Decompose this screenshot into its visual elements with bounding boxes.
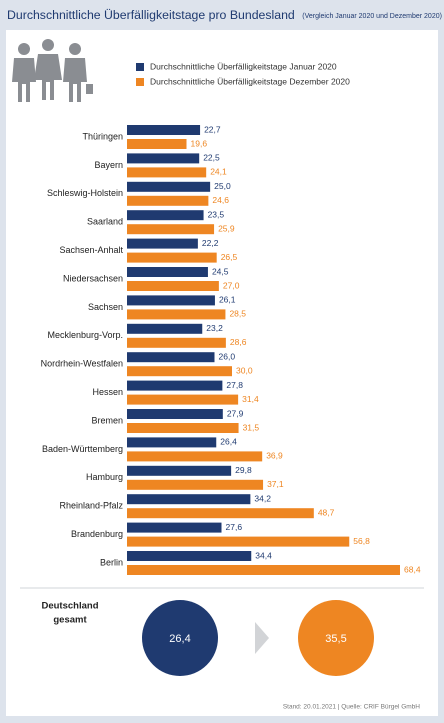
bar bbox=[127, 153, 200, 164]
value-label: 24,6 bbox=[212, 195, 229, 205]
arrow bbox=[255, 622, 269, 654]
value-label: 34,2 bbox=[254, 493, 271, 503]
value-label: 24,5 bbox=[212, 266, 229, 276]
bar bbox=[127, 167, 207, 178]
bar bbox=[127, 309, 226, 320]
bar bbox=[127, 380, 223, 391]
people-icon bbox=[12, 39, 93, 102]
value-label: 27,9 bbox=[227, 408, 244, 418]
bar bbox=[127, 252, 217, 263]
value-label: 31,4 bbox=[242, 394, 259, 404]
legend-swatch bbox=[136, 63, 144, 71]
value-label: 36,9 bbox=[266, 451, 283, 461]
category-label: Bayern bbox=[94, 160, 123, 170]
category-label: Nordrhein-Westfalen bbox=[41, 359, 123, 369]
bar bbox=[127, 125, 201, 135]
category-label: Bremen bbox=[91, 415, 123, 425]
bar bbox=[127, 267, 208, 277]
bar bbox=[127, 323, 203, 334]
value-label: 34,4 bbox=[255, 550, 272, 560]
legend-swatch bbox=[136, 78, 144, 86]
category-label: Mecklenburg-Vorp. bbox=[47, 330, 123, 340]
category-label: Baden-Württemberg bbox=[42, 444, 123, 454]
value-label: 26,1 bbox=[219, 295, 236, 305]
value-label: 29,8 bbox=[235, 465, 252, 475]
bar bbox=[127, 210, 204, 221]
legend-label: Durchschnittliche Überfälligkeitstage Ja… bbox=[150, 61, 337, 71]
bar bbox=[127, 394, 239, 405]
bar bbox=[127, 536, 350, 547]
bar bbox=[127, 238, 198, 249]
bar bbox=[127, 281, 219, 291]
value-label: 30,0 bbox=[236, 365, 253, 375]
value-label: 28,6 bbox=[230, 337, 247, 347]
value-label: 28,5 bbox=[229, 309, 246, 319]
category-label: Sachsen bbox=[88, 302, 123, 312]
value-label: 22,2 bbox=[202, 238, 219, 248]
value-label: 25,0 bbox=[214, 181, 231, 191]
bar bbox=[127, 451, 263, 462]
value-label: 27,0 bbox=[223, 280, 240, 290]
category-label: Rheinland-Pfalz bbox=[59, 501, 123, 511]
bar bbox=[127, 465, 232, 476]
bar bbox=[127, 494, 251, 505]
summary-label: gesamt bbox=[53, 615, 87, 626]
category-label: Brandenburg bbox=[71, 529, 123, 539]
category-label: Berlin bbox=[100, 557, 123, 567]
summary-circle bbox=[142, 600, 218, 676]
chart-title-line: Durchschnittliche Überfälligkeitstage pr… bbox=[7, 7, 442, 24]
bar bbox=[127, 366, 232, 377]
category-label: Thüringen bbox=[82, 131, 123, 141]
bar bbox=[127, 195, 209, 206]
category-label: Sachsen-Anhalt bbox=[59, 245, 123, 255]
bar bbox=[127, 437, 217, 448]
bar bbox=[127, 479, 264, 490]
legend-label: Durchschnittliche Überfälligkeitstage De… bbox=[150, 76, 350, 86]
bar bbox=[127, 352, 215, 363]
category-label: Saarland bbox=[87, 217, 123, 227]
bar bbox=[127, 295, 215, 306]
chart-subtitle: (Vergleich Januar 2020 und Dezember 2020… bbox=[302, 13, 442, 20]
value-label: 27,6 bbox=[226, 522, 243, 532]
bar bbox=[127, 551, 252, 561]
bar bbox=[127, 508, 314, 519]
value-label: 68,4 bbox=[404, 564, 421, 574]
bar bbox=[127, 522, 222, 533]
value-label: 24,1 bbox=[210, 167, 227, 177]
summary-label: Deutschland bbox=[41, 601, 98, 612]
bar bbox=[127, 181, 211, 192]
summary-value: 26,4 bbox=[169, 633, 190, 645]
value-label: 23,5 bbox=[208, 209, 225, 219]
bar bbox=[127, 337, 226, 348]
category-label: Niedersachsen bbox=[63, 273, 123, 283]
summary-value: 35,5 bbox=[325, 633, 346, 645]
category-label: Schleswig-Holstein bbox=[47, 188, 123, 198]
bar bbox=[127, 224, 215, 235]
value-label: 27,8 bbox=[226, 380, 243, 390]
bar bbox=[127, 409, 223, 419]
value-label: 26,4 bbox=[220, 437, 237, 447]
value-label: 37,1 bbox=[267, 479, 284, 489]
value-label: 19,6 bbox=[191, 138, 208, 148]
value-label: 22,5 bbox=[203, 153, 220, 163]
value-label: 31,5 bbox=[243, 422, 260, 432]
value-label: 23,2 bbox=[206, 323, 223, 333]
source: Stand: 20.01.2021 | Quelle: CRIF Bürgel … bbox=[283, 704, 420, 711]
value-label: 22,7 bbox=[204, 124, 221, 134]
value-label: 25,9 bbox=[218, 223, 235, 233]
value-label: 26,5 bbox=[221, 252, 238, 262]
value-label: 26,0 bbox=[219, 351, 236, 361]
value-label: 48,7 bbox=[318, 507, 335, 517]
value-label: 56,8 bbox=[353, 536, 370, 546]
bar bbox=[127, 565, 400, 575]
category-label: Hamburg bbox=[86, 472, 123, 482]
chart-title: Durchschnittliche Überfälligkeitstage pr… bbox=[7, 8, 295, 22]
bar bbox=[127, 423, 239, 433]
category-label: Hessen bbox=[92, 387, 123, 397]
summary-circle bbox=[298, 600, 374, 676]
bar bbox=[127, 139, 187, 149]
